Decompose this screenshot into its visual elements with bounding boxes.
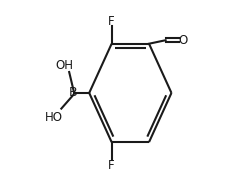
Text: F: F — [108, 15, 115, 28]
Text: F: F — [108, 159, 115, 172]
Text: HO: HO — [45, 111, 63, 124]
Text: B: B — [69, 86, 78, 99]
Text: OH: OH — [56, 59, 74, 72]
Text: O: O — [178, 34, 188, 47]
